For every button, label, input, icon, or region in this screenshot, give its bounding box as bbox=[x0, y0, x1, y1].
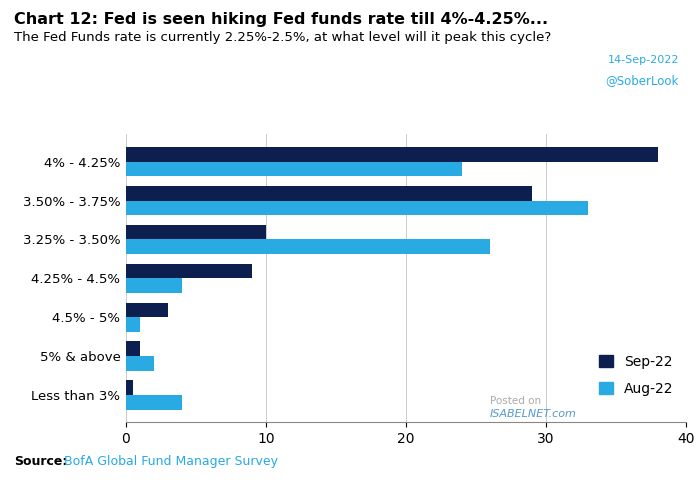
Text: Posted on: Posted on bbox=[490, 396, 541, 406]
Bar bbox=[126, 278, 182, 293]
Bar bbox=[126, 380, 133, 395]
Bar bbox=[126, 317, 140, 332]
Text: Chart 12: Fed is seen hiking Fed funds rate till 4%-4.25%...: Chart 12: Fed is seen hiking Fed funds r… bbox=[14, 12, 548, 27]
Bar bbox=[126, 162, 462, 177]
Bar bbox=[126, 186, 532, 201]
Text: BofA Global Fund Manager Survey: BofA Global Fund Manager Survey bbox=[60, 455, 277, 468]
Text: ISABELNET.com: ISABELNET.com bbox=[490, 409, 577, 419]
Bar bbox=[126, 147, 658, 162]
Legend: Sep-22, Aug-22: Sep-22, Aug-22 bbox=[594, 349, 679, 401]
Bar bbox=[126, 395, 182, 410]
Text: Source:: Source: bbox=[14, 455, 67, 468]
Bar bbox=[126, 302, 168, 317]
Bar bbox=[126, 264, 252, 278]
Bar bbox=[126, 356, 154, 371]
Text: @SoberLook: @SoberLook bbox=[606, 74, 679, 87]
Text: 14-Sep-2022: 14-Sep-2022 bbox=[608, 55, 679, 65]
Bar bbox=[126, 225, 266, 240]
Bar bbox=[126, 240, 490, 254]
Text: The Fed Funds rate is currently 2.25%-2.5%, at what level will it peak this cycl: The Fed Funds rate is currently 2.25%-2.… bbox=[14, 31, 552, 44]
Bar bbox=[126, 341, 140, 356]
Bar bbox=[126, 201, 588, 216]
